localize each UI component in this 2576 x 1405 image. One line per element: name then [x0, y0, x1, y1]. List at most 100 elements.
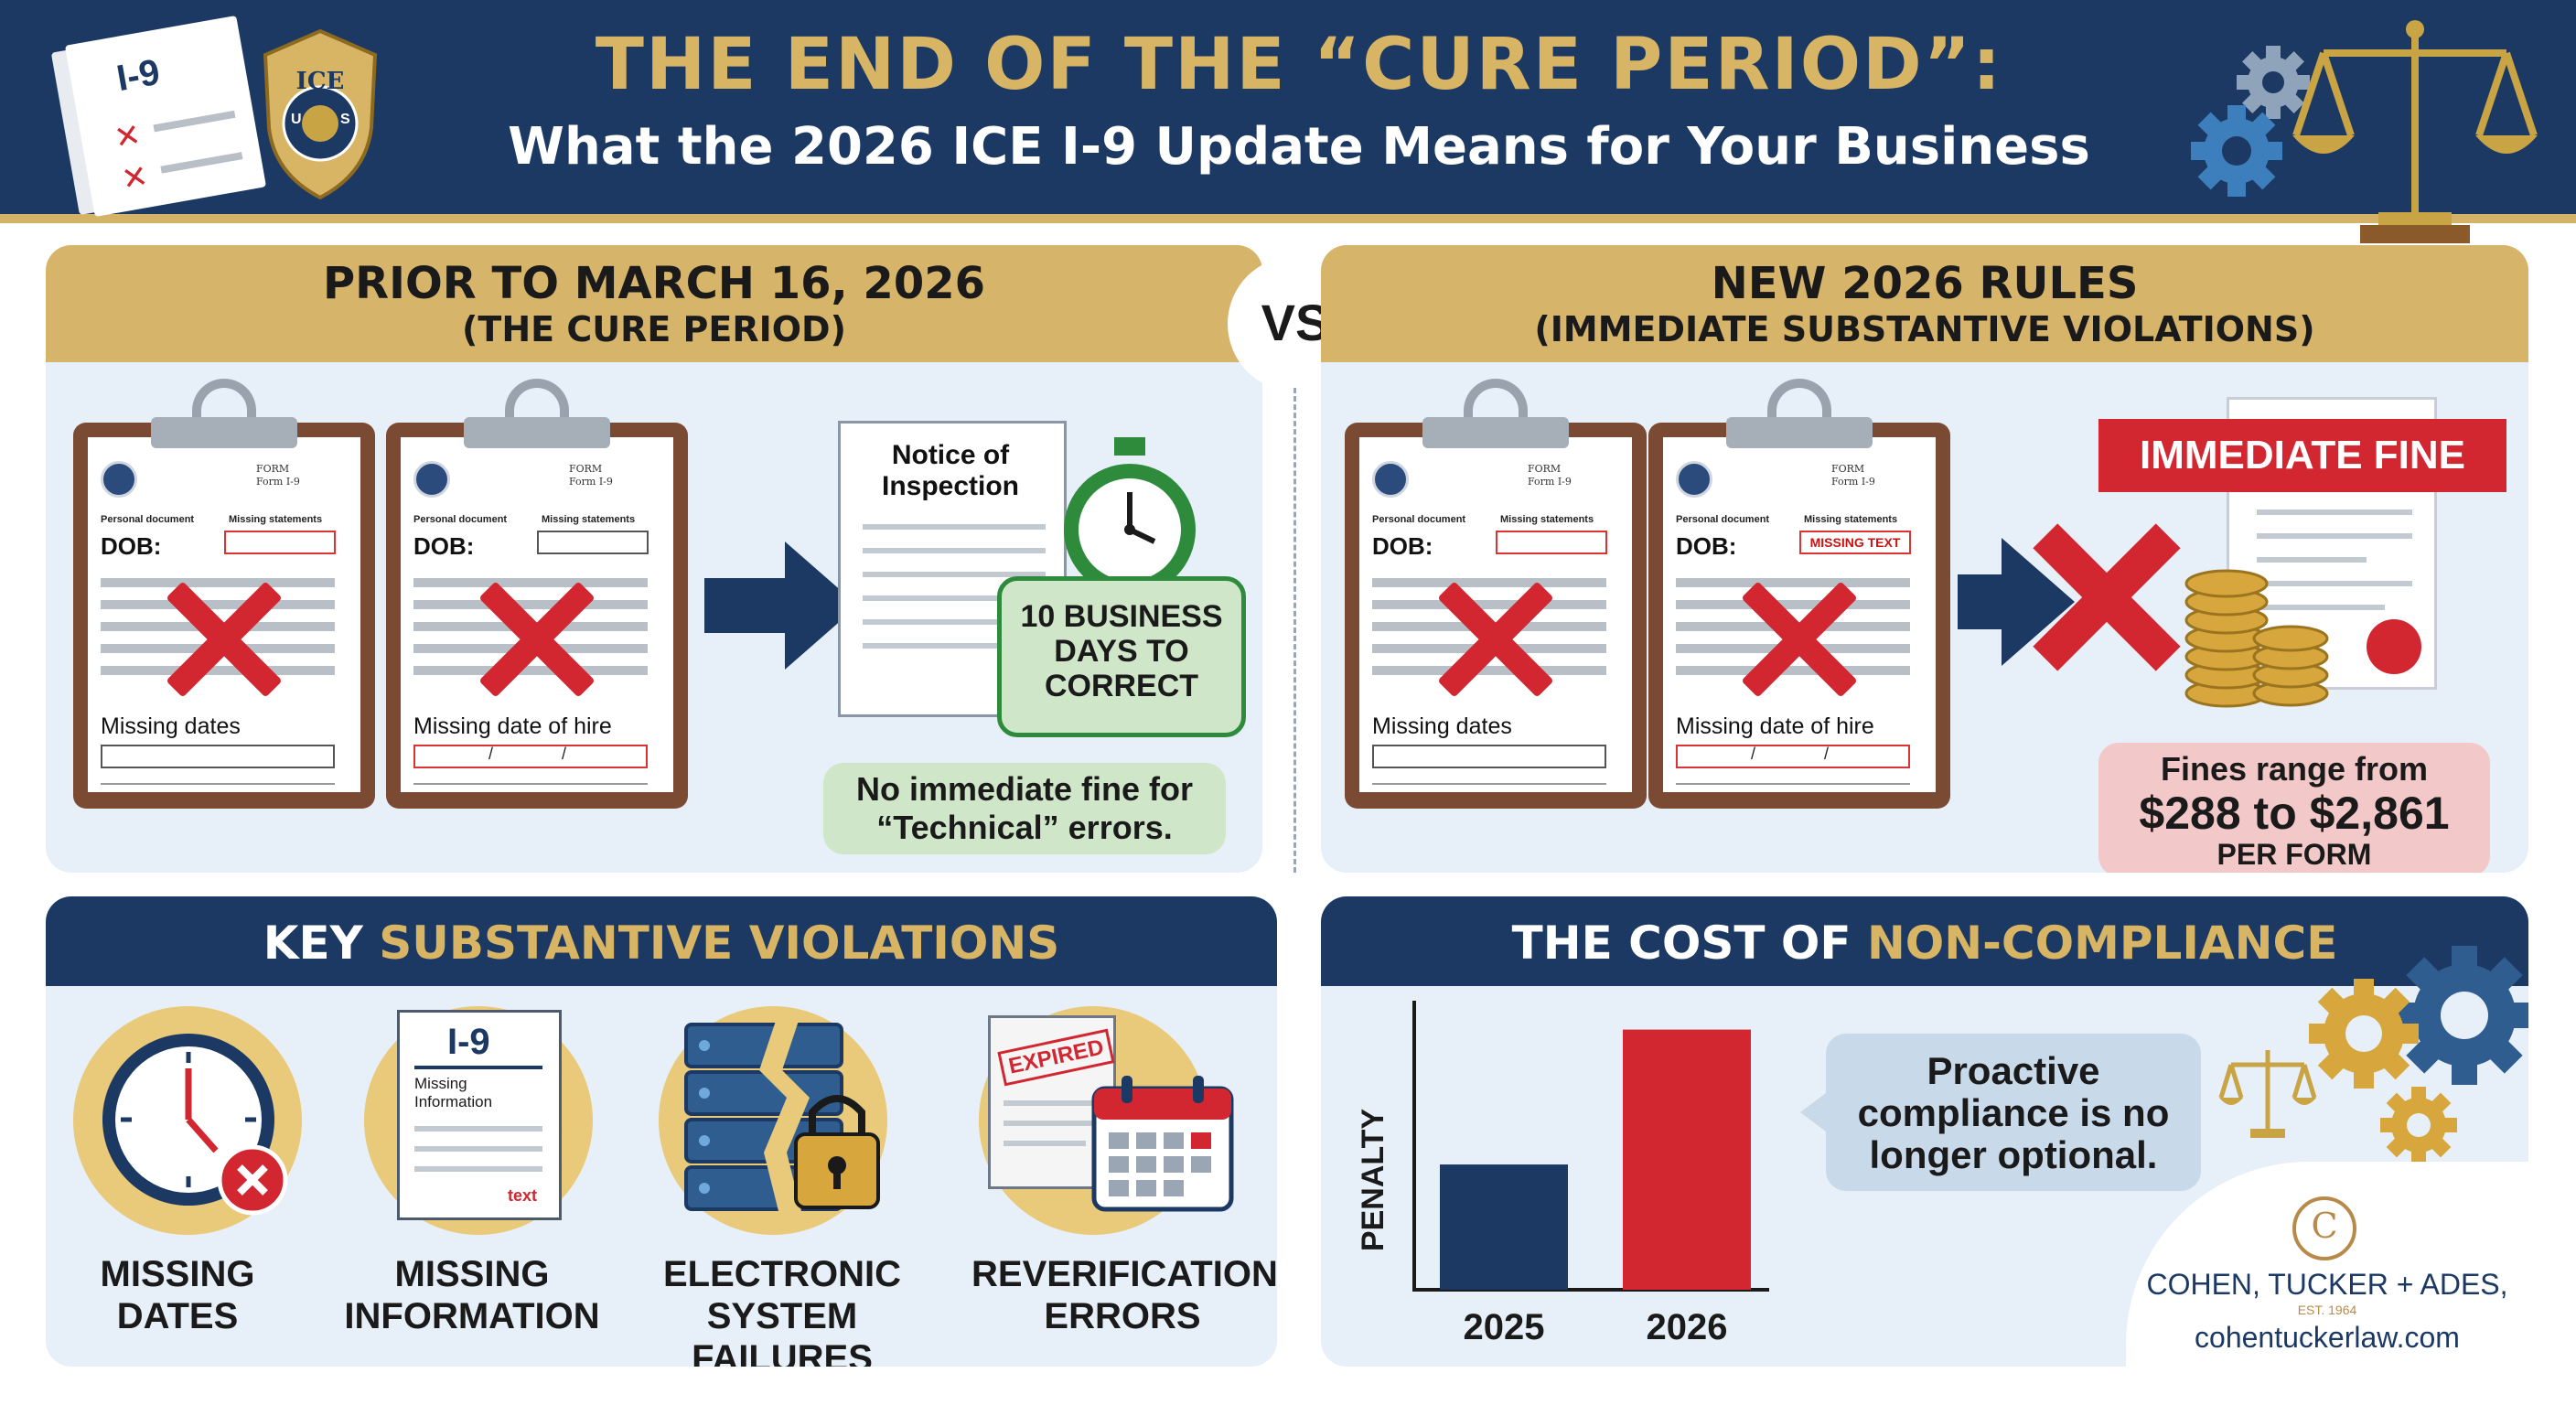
- i9-clipboard-missing-hire-date: FORM Form I-9 Personal document Missing s…: [1648, 379, 1950, 809]
- broken-server-lock-icon: [677, 1015, 896, 1226]
- prior-rules-header: PRIOR TO MARCH 16, 2026 (THE CURE PERIOD…: [46, 245, 1262, 362]
- badge-letter-right: S: [340, 112, 350, 127]
- page-title: THE END OF THE “CURE PERIOD”:: [595, 24, 2003, 106]
- dob-label: DOB:: [1676, 532, 1737, 560]
- form-caption: Missing date of hire: [1676, 713, 1874, 739]
- no-fine-callout: No immediate fine for “Technical” errors…: [823, 763, 1226, 854]
- prior-rules-subtitle: (THE CURE PERIOD): [462, 309, 846, 349]
- vs-label: VS: [1261, 294, 1330, 351]
- arrow-right-icon: [704, 542, 860, 670]
- form-caption: Missing date of hire: [413, 713, 612, 739]
- i9-clipboard-missing-hire-date: FORM Form I-9 Personal document Missing s…: [386, 379, 688, 809]
- dhs-seal-icon: [101, 461, 137, 498]
- badge-text: ICE: [295, 68, 345, 95]
- red-x-icon: [165, 580, 284, 699]
- bar-2025: [1440, 1164, 1568, 1290]
- cost-header: THE COST OF NON-COMPLIANCE: [1321, 896, 2528, 986]
- personal-document-label: Personal document: [413, 514, 508, 525]
- i9-form-label: I-9: [113, 51, 163, 100]
- small-scales-icon: [2217, 1043, 2318, 1143]
- prior-rules-title: PRIOR TO MARCH 16, 2026: [322, 258, 986, 309]
- gears-icon: [2300, 933, 2528, 1171]
- red-seal-icon: [2367, 619, 2421, 674]
- doc-red-text: text: [508, 1186, 538, 1205]
- personal-document-label: Personal document: [1676, 514, 1770, 525]
- missing-statements-label: Missing statements: [542, 514, 636, 525]
- personal-document-label: Personal document: [1372, 514, 1466, 525]
- dhs-seal-icon: [413, 461, 450, 498]
- red-x-icon: [478, 580, 596, 699]
- ice-badge-icon: ICE U S: [256, 27, 384, 201]
- fines-range-callout: Fines range from $288 to $2,861 PER FORM: [2098, 743, 2490, 873]
- personal-document-label: Personal document: [101, 514, 195, 525]
- dob-label: DOB:: [1372, 532, 1433, 560]
- dob-field: [224, 531, 336, 554]
- chart-y-label: PENALTY: [1356, 1109, 1390, 1251]
- large-red-x-icon: [2029, 520, 2184, 675]
- new-rules-subtitle: (IMMEDIATE SUBSTANTIVE VIOLATIONS): [1534, 309, 2315, 349]
- dob-label: DOB:: [101, 532, 162, 560]
- firm-monogram-icon: C: [2292, 1196, 2356, 1260]
- key-violations-header: KEY SUBSTANTIVE VIOLATIONS: [46, 896, 1277, 986]
- stopwatch-icon: [1052, 434, 1208, 607]
- doc-missing-text: Missing Information: [414, 1075, 493, 1110]
- firm-logo-area: C COHEN, TUCKER + ADES, EST. 1964 cohent…: [2126, 1162, 2528, 1367]
- prior-rules-panel: PRIOR TO MARCH 16, 2026 (THE CURE PERIOD…: [46, 245, 1262, 873]
- notice-title: Notice of Inspection: [881, 440, 1019, 501]
- missing-dates-label: MISSING DATES: [100, 1254, 255, 1336]
- fines-per-form: PER FORM: [2216, 838, 2372, 871]
- cost-title: THE COST OF NON-COMPLIANCE: [1511, 917, 2338, 970]
- i9-clipboard-missing-dates: FORM Form I-9 Personal document Missing s…: [73, 379, 375, 809]
- dob-field: [537, 531, 649, 554]
- missing-information-document-icon: I-9 Missing Information text: [397, 1010, 562, 1220]
- i9-clipboard-missing-dates: FORM Form I-9 Personal document Missing s…: [1345, 379, 1647, 809]
- dhs-seal-icon: [1372, 461, 1409, 498]
- calendar-icon: [1090, 1076, 1237, 1213]
- dob-field: [1496, 531, 1607, 554]
- header-banner: I-9 ✕ ✕ ICE U S THE END OF THE “CURE PER…: [0, 0, 2576, 243]
- key-violations-panel: KEY SUBSTANTIVE VIOLATIONS MISSING DATES…: [46, 896, 1277, 1367]
- doc-title: I-9: [447, 1022, 490, 1062]
- tick-label-2025: 2025: [1464, 1307, 1545, 1347]
- form-header: FORM Form I-9: [1528, 463, 1572, 488]
- firm-website-link[interactable]: cohentuckerlaw.com: [2195, 1321, 2460, 1354]
- scales-of-justice-icon: [2287, 16, 2543, 245]
- dob-label: DOB:: [413, 532, 475, 560]
- red-x-icon: [1436, 580, 1555, 699]
- i9-form-icon: I-9 ✕ ✕: [46, 15, 267, 218]
- electronic-failures-label: ELECTRONIC SYSTEM FAILURES: [663, 1254, 901, 1367]
- key-violations-title: KEY SUBSTANTIVE VIOLATIONS: [263, 917, 1060, 970]
- bar-2026: [1623, 1029, 1751, 1290]
- missing-statements-label: Missing statements: [1500, 514, 1594, 525]
- coins-stack-icon: [2181, 547, 2336, 712]
- gear-icon: [2186, 37, 2388, 201]
- missing-information-label: MISSING INFORMATION: [344, 1254, 600, 1336]
- new-rules-title: NEW 2026 RULES: [1711, 258, 2139, 309]
- form-caption: Missing dates: [1372, 713, 1512, 739]
- immediate-fine-banner: IMMEDIATE FINE: [2098, 419, 2506, 492]
- tick-label-2026: 2026: [1647, 1307, 1728, 1347]
- divider-line: [1293, 388, 1296, 873]
- new-rules-panel: NEW 2026 RULES (IMMEDIATE SUBSTANTIVE VI…: [1321, 245, 2528, 873]
- cost-panel: THE COST OF NON-COMPLIANCE PENALTY 2025 2…: [1321, 896, 2528, 1367]
- badge-letter-left: U: [291, 112, 302, 127]
- clock-icon: [97, 1024, 317, 1226]
- form-caption: Missing dates: [101, 713, 241, 739]
- form-header: FORM Form I-9: [569, 463, 613, 488]
- dhs-seal-icon: [1676, 461, 1712, 498]
- form-header: FORM Form I-9: [1831, 463, 1875, 488]
- dob-field-missing-text: MISSING TEXT: [1799, 531, 1911, 554]
- proactive-compliance-callout: Proactive compliance is no longer option…: [1826, 1034, 2201, 1191]
- page-subtitle: What the 2026 ICE I-9 Update Means for Y…: [508, 117, 2090, 177]
- new-rules-header: NEW 2026 RULES (IMMEDIATE SUBSTANTIVE VI…: [1321, 245, 2528, 362]
- firm-est: EST. 1964: [2297, 1303, 2357, 1317]
- business-days-callout: 10 BUSINESS DAYS TO CORRECT: [997, 576, 1246, 737]
- penalty-bar-chart: PENALTY 2025 2026: [1356, 1001, 1769, 1347]
- fines-range-label: Fines range from: [2160, 750, 2429, 788]
- reverification-errors-label: REVERIFICATION ERRORS: [971, 1254, 1277, 1336]
- red-x-icon: [1740, 580, 1859, 699]
- firm-name: COHEN, TUCKER + ADES,: [2146, 1268, 2508, 1301]
- fines-range-amount: $288 to $2,861: [2139, 788, 2450, 839]
- form-header: FORM Form I-9: [256, 463, 300, 488]
- missing-statements-label: Missing statements: [229, 514, 323, 525]
